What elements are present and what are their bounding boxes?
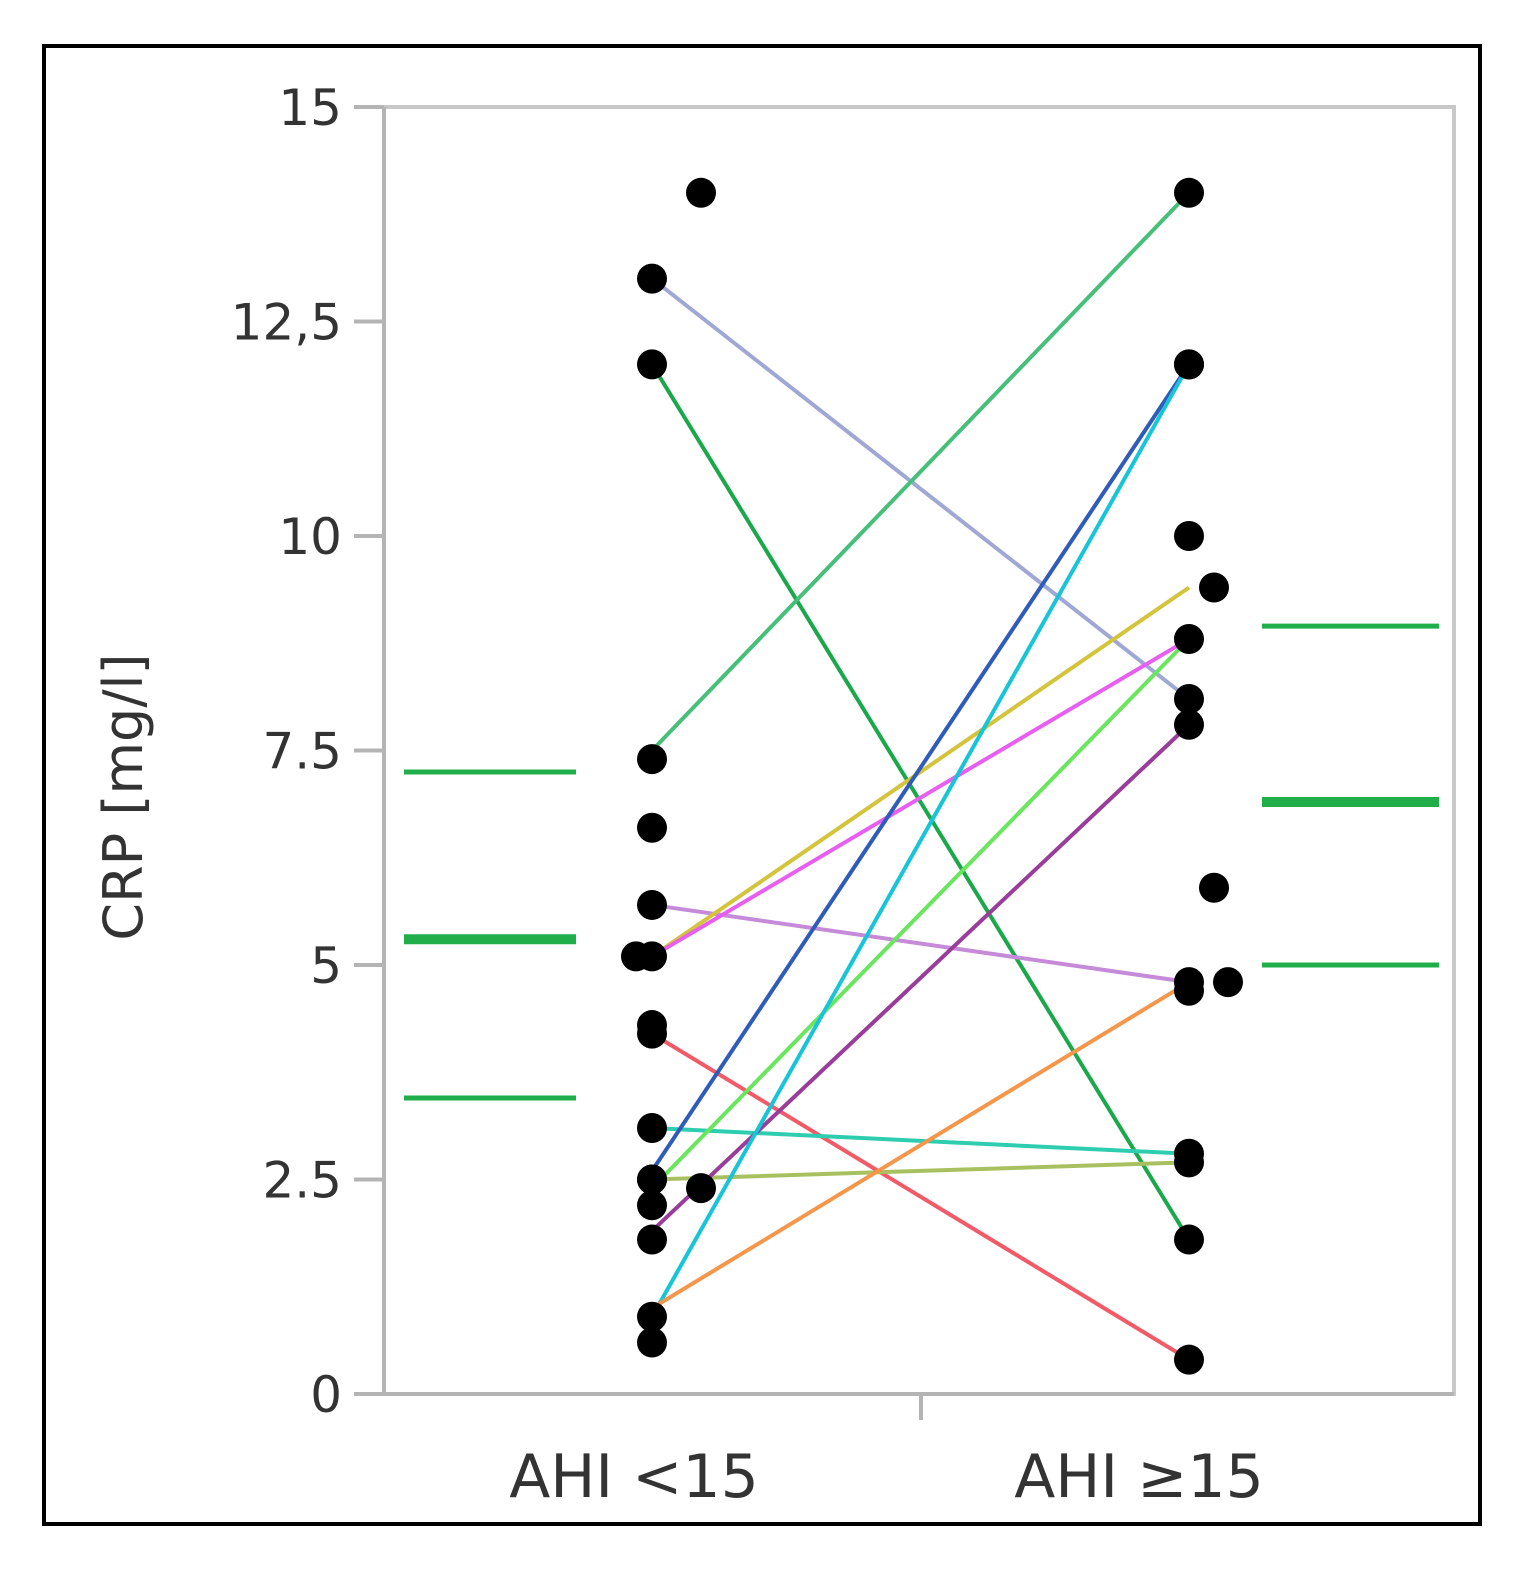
data-point [1174, 709, 1204, 740]
data-point [637, 1113, 667, 1144]
data-point [1174, 349, 1204, 380]
paired-line [650, 980, 1191, 1310]
pair-layer [650, 191, 1191, 1362]
y-tick-label: 2.5 [262, 1152, 342, 1210]
data-point [1213, 967, 1243, 998]
y-tick-label: 12,5 [231, 294, 342, 352]
chart-svg: 0 2.5 5 7.5 10 12,5 15 CRP [mg/l] AHI <15 AHI … [92, 79, 1456, 1512]
data-point [637, 349, 667, 380]
paired-line [650, 191, 1191, 752]
data-point [1174, 975, 1204, 1006]
y-axis-title: CRP [mg/l] [92, 653, 155, 940]
data-point [686, 1173, 716, 1204]
paired-line [650, 723, 1191, 1233]
data-point [637, 744, 667, 775]
data-point [637, 1224, 667, 1255]
paired-line [650, 277, 1191, 701]
paired-line [650, 585, 1191, 959]
data-point [637, 889, 667, 920]
data-point [637, 1018, 667, 1049]
data-point [686, 177, 716, 208]
data-point [637, 263, 667, 294]
y-tick-label: 15 [278, 79, 342, 137]
paired-line [651, 1126, 1190, 1156]
data-point [1174, 1224, 1204, 1255]
data-point [1174, 521, 1204, 551]
label-layer: CRP [mg/l] AHI <15 AHI ≥15 [92, 653, 1264, 1512]
data-point [637, 812, 667, 843]
paired-line [650, 1031, 1191, 1362]
data-point [1174, 177, 1204, 208]
summary-layer [404, 623, 1439, 1101]
paired-line [650, 637, 1191, 1190]
category-label-ahi-ge-15: AHI ≥15 [1014, 1442, 1264, 1512]
data-point [1199, 872, 1229, 903]
y-tick-label: 0 [310, 1366, 342, 1424]
data-point [1199, 572, 1229, 603]
data-point [1174, 623, 1204, 654]
data-point [1174, 1147, 1204, 1178]
y-tick-label: 10 [278, 508, 342, 566]
data-point [637, 941, 667, 972]
paired-line [651, 1160, 1190, 1182]
point-layer [621, 177, 1243, 1375]
category-label-ahi-lt-15: AHI <15 [509, 1442, 759, 1512]
data-point [637, 1164, 667, 1195]
data-point [637, 1190, 667, 1221]
chart-frame: 0 2.5 5 7.5 10 12,5 15 CRP [mg/l] AHI <15 AHI … [42, 44, 1482, 1526]
paired-line [650, 637, 1191, 959]
y-tick-label: 7.5 [262, 723, 342, 781]
data-point [1174, 684, 1204, 715]
plot-border [382, 105, 1456, 1396]
y-tick-label: 5 [310, 937, 342, 995]
paired-line [651, 902, 1190, 985]
data-point [1174, 1344, 1204, 1375]
data-point [637, 1301, 667, 1332]
paired-line [650, 363, 1191, 1318]
data-point [637, 1327, 667, 1358]
axes-layer: 0 2.5 5 7.5 10 12,5 15 [231, 79, 1456, 1424]
paired-line [650, 363, 1191, 1173]
paired-line [650, 363, 1191, 1241]
